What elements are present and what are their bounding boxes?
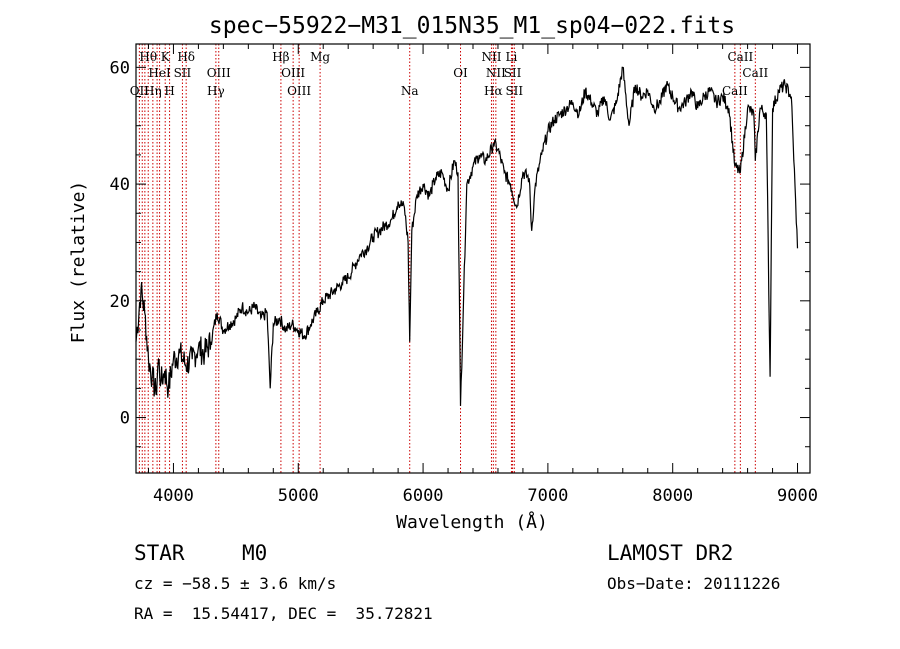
- line-marker-label-23: SII: [504, 66, 522, 80]
- line-marker-label-20: Hα: [484, 84, 503, 98]
- y-tick-label-3: 60: [110, 58, 130, 78]
- x-tick-label-0: 4000: [153, 486, 194, 506]
- line-markers: [138, 44, 756, 473]
- axis-ticks: [136, 44, 810, 473]
- line-marker-label-14: OIII: [281, 66, 305, 80]
- line-marker-label-17: Na: [401, 84, 419, 98]
- line-marker-label-24: SII: [505, 84, 523, 98]
- y-axis-label: Flux (relative): [68, 181, 89, 344]
- y-tick-label-0: 0: [120, 409, 130, 429]
- line-marker-label-8: H: [164, 84, 174, 98]
- line-marker-label-12: OIII: [207, 66, 231, 80]
- x-tick-label-5: 9000: [777, 486, 818, 506]
- y-tick-label-1: 20: [110, 292, 130, 312]
- survey-name: LAMOST DR2: [607, 541, 734, 565]
- line-marker-label-0: OII: [130, 84, 150, 98]
- line-marker-label-13: Hβ: [272, 50, 289, 64]
- coordinates: RA = 15.54417, DEC = 35.72821: [134, 604, 433, 623]
- redshift-cz: cz = −58.5 ± 3.6 km/s: [134, 574, 337, 593]
- x-tick-label-1: 5000: [278, 486, 319, 506]
- line-marker-label-16: Mg: [310, 50, 330, 64]
- line-marker-label-25: CaII: [722, 84, 748, 98]
- spectrum-line: [135, 66, 799, 406]
- line-marker-label-22: Li: [506, 50, 518, 64]
- line-marker-label-3: Hθ: [139, 50, 157, 64]
- line-marker-label-26: CaII: [727, 50, 753, 64]
- line-marker-label-11: Hγ: [207, 84, 225, 98]
- line-marker-label-7: K: [161, 50, 171, 64]
- line-marker-label-6: HeI: [148, 66, 171, 80]
- plot-frame: [135, 43, 811, 474]
- line-marker-label-15: OIII: [287, 84, 311, 98]
- x-tick-label-3: 7000: [527, 486, 568, 506]
- chart-title: spec−55922−M31_015N35_M1_sp04−022.fits: [209, 13, 735, 39]
- line-marker-label-18: OI: [453, 66, 468, 80]
- x-tick-label-2: 6000: [403, 486, 444, 506]
- object-class: STAR: [134, 541, 185, 565]
- line-marker-labels: OIIHθHηHeIKHSIIHδHγOIIIHβOIIIOIIIMgNaOIN…: [130, 50, 769, 98]
- x-axis-label: Wavelength (Å): [396, 511, 548, 533]
- object-subclass: M0: [242, 541, 268, 565]
- x-tick-label-4: 8000: [652, 486, 693, 506]
- line-marker-label-19: NII: [481, 50, 501, 64]
- line-marker-label-27: CaII: [742, 66, 768, 80]
- axis-tick-labels: 4000 5000 6000 7000 8000 9000 0 20 40 60: [110, 58, 818, 506]
- line-marker-label-9: SII: [174, 66, 192, 80]
- y-tick-label-2: 40: [110, 175, 130, 195]
- line-marker-label-21: NII: [486, 66, 506, 80]
- observation-date: Obs−Date: 20111226: [607, 574, 781, 593]
- line-marker-label-4: Hη: [144, 84, 162, 98]
- line-marker-label-10: Hδ: [177, 50, 195, 64]
